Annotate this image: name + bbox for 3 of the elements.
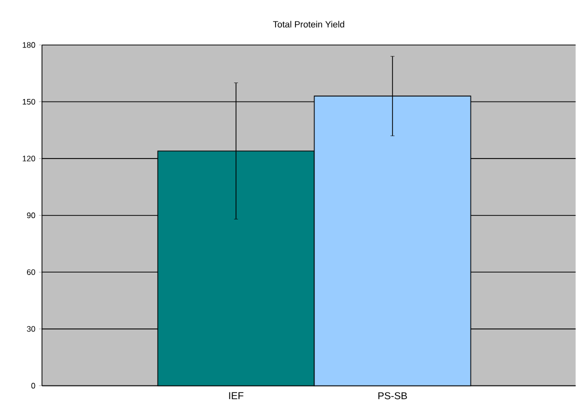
x-tick-label: PS-SB xyxy=(378,392,407,400)
chart-title: Total Protein Yield xyxy=(273,21,344,28)
x-tick-label: IEF xyxy=(229,392,244,400)
